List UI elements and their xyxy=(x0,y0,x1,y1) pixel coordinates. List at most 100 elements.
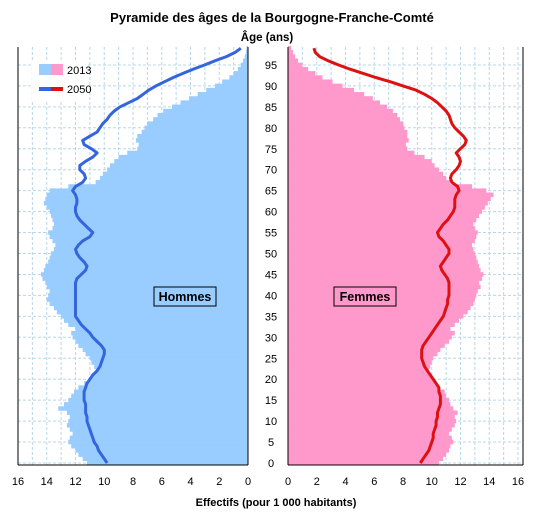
bar-2013-hommes xyxy=(242,58,248,64)
bar-2013-femmes xyxy=(288,368,429,374)
bar-2013-hommes xyxy=(127,150,248,156)
bar-2013-femmes xyxy=(288,452,447,457)
age-tick-label: 30 xyxy=(265,332,277,344)
bar-2013-femmes xyxy=(288,50,294,55)
bar-2013-femmes xyxy=(288,268,481,273)
bar-2013-femmes xyxy=(288,108,393,114)
bar-2013-hommes xyxy=(118,154,248,160)
bar-2013-femmes xyxy=(288,196,491,202)
bar-2013-hommes xyxy=(71,330,248,336)
bar-2013-hommes xyxy=(141,129,248,135)
bar-2013-femmes xyxy=(288,112,398,118)
x-tick-label-left: 2 xyxy=(216,476,222,488)
x-tick-label-left: 16 xyxy=(12,476,24,488)
age-tick-label: 55 xyxy=(265,228,277,240)
bar-2013-femmes xyxy=(288,200,488,206)
bar-2013-hommes xyxy=(42,276,248,281)
bar-2013-femmes xyxy=(288,154,425,160)
bar-2013-femmes xyxy=(288,393,447,399)
bar-2013-hommes xyxy=(244,54,248,59)
age-tick-label: 0 xyxy=(268,458,274,470)
x-tick-label-left: 6 xyxy=(159,476,165,488)
age-tick-label: 20 xyxy=(265,374,277,386)
label-hommes: Hommes xyxy=(159,290,212,304)
age-tick-label: 5 xyxy=(268,437,274,449)
bar-2013-hommes xyxy=(85,351,248,357)
bar-2013-hommes xyxy=(78,385,248,390)
bar-2013-hommes xyxy=(68,418,248,424)
bar-2013-femmes xyxy=(288,280,480,286)
bar-2013-femmes xyxy=(288,192,494,198)
bar-2013-femmes xyxy=(288,435,452,441)
bar-2013-femmes xyxy=(288,259,478,265)
bar-2013-hommes xyxy=(49,234,248,239)
bar-2013-femmes xyxy=(288,175,447,181)
bar-2013-femmes xyxy=(288,439,454,445)
bar-2013-femmes xyxy=(288,414,455,420)
age-tick-label: 75 xyxy=(265,144,277,156)
age-tick-label: 15 xyxy=(265,395,277,407)
bar-2013-hommes xyxy=(82,456,248,462)
bar-2013-hommes xyxy=(84,381,248,386)
bar-2013-hommes xyxy=(51,213,248,219)
x-ticks-left: 16 14 12 10 8 6 4 2 0 xyxy=(12,476,251,488)
bar-2013-hommes xyxy=(171,104,248,110)
label-femmes: Femmes xyxy=(340,290,391,304)
bar-2013-femmes xyxy=(288,96,373,101)
bar-2013-hommes xyxy=(189,96,248,101)
bar-2013-hommes xyxy=(53,247,248,252)
bar-2013-hommes xyxy=(222,79,248,84)
bar-2013-femmes xyxy=(288,167,439,172)
age-tick-label: 90 xyxy=(265,81,277,93)
bar-2013-hommes xyxy=(163,108,248,114)
bars-2013-hommes xyxy=(41,45,248,466)
bar-2013-hommes xyxy=(49,255,248,260)
bar-2013-hommes xyxy=(61,314,248,319)
bar-2013-hommes xyxy=(48,259,248,265)
bar-2013-femmes xyxy=(288,62,303,68)
bar-2013-hommes xyxy=(74,389,248,395)
bar-2013-hommes xyxy=(41,272,248,277)
bar-2013-femmes xyxy=(288,242,472,248)
bar-2013-hommes xyxy=(48,230,248,235)
age-tick-label: 45 xyxy=(265,269,277,281)
bar-2013-femmes xyxy=(288,314,464,319)
x-tick-label-left: 4 xyxy=(187,476,193,488)
bar-2013-hommes xyxy=(46,284,248,290)
bar-2013-hommes xyxy=(137,133,248,139)
bar-2013-femmes xyxy=(288,381,437,386)
bar-2013-femmes xyxy=(288,238,475,244)
bar-2013-femmes xyxy=(288,460,439,466)
bar-2013-femmes xyxy=(288,402,451,407)
line-2050-hommes xyxy=(71,46,242,464)
bar-2013-hommes xyxy=(95,180,248,185)
x-tick-label-right: 4 xyxy=(342,476,348,488)
x-tick-label-right: 12 xyxy=(454,476,466,488)
bar-2013-femmes xyxy=(288,121,403,126)
bar-2013-hommes xyxy=(82,347,248,353)
bar-2013-hommes xyxy=(46,297,248,302)
bar-2013-femmes xyxy=(288,255,477,260)
bar-2013-hommes xyxy=(52,238,248,244)
bar-2013-hommes xyxy=(52,217,248,223)
bar-2013-femmes xyxy=(288,234,477,239)
bar-2013-femmes xyxy=(288,305,471,311)
bar-2013-femmes xyxy=(288,356,434,361)
bar-2013-femmes xyxy=(288,322,455,327)
bar-2013-hommes xyxy=(144,125,248,131)
label-hommes-box: Hommes xyxy=(153,286,217,307)
x-tick-label-right: 16 xyxy=(512,476,524,488)
age-axis-label: Âge (ans) xyxy=(241,31,294,44)
bar-2013-femmes xyxy=(288,263,480,269)
bar-2013-hommes xyxy=(89,356,248,361)
x-tick-label-left: 8 xyxy=(130,476,136,488)
bar-2013-hommes xyxy=(69,435,248,441)
bar-2013-femmes xyxy=(288,188,487,193)
bar-2013-hommes xyxy=(245,50,248,55)
bar-2013-hommes xyxy=(75,448,248,453)
bar-2013-hommes xyxy=(55,242,248,248)
bar-2013-femmes xyxy=(288,171,444,177)
bar-2013-femmes xyxy=(288,163,435,168)
bar-2013-hommes xyxy=(53,221,248,227)
bar-2013-femmes xyxy=(288,117,401,122)
